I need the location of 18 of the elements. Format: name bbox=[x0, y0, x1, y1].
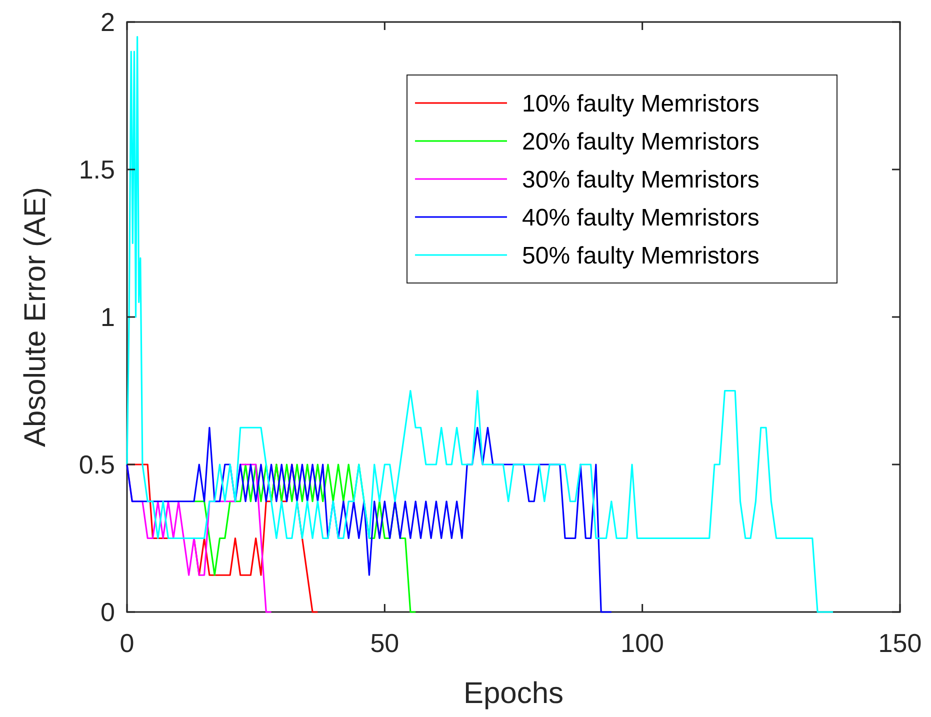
y-tick-label: 1 bbox=[100, 302, 115, 332]
legend-label: 50% faulty Memristors bbox=[522, 242, 760, 270]
x-tick-label: 100 bbox=[620, 628, 664, 658]
legend-label: 20% faulty Memristors bbox=[522, 128, 760, 156]
y-tick-label: 1.5 bbox=[78, 154, 115, 185]
x-tick-label: 0 bbox=[120, 628, 134, 658]
y-tick-label: 0 bbox=[100, 597, 115, 628]
x-axis-title: Epochs bbox=[463, 677, 564, 710]
y-tick-label: 0.5 bbox=[78, 450, 115, 480]
legend-label: 30% faulty Memristors bbox=[522, 166, 760, 194]
y-tick-label: 2 bbox=[100, 7, 115, 38]
line-series bbox=[126, 426, 612, 613]
legend-label: 10% faulty Memristors bbox=[522, 90, 760, 118]
legend-label: 40% faulty Memristors bbox=[522, 204, 760, 232]
line-series bbox=[126, 36, 834, 613]
y-axis-title: Absolute Error (AE) bbox=[19, 186, 52, 448]
x-tick-label: 150 bbox=[878, 628, 922, 658]
x-tick-label: 50 bbox=[370, 628, 400, 658]
